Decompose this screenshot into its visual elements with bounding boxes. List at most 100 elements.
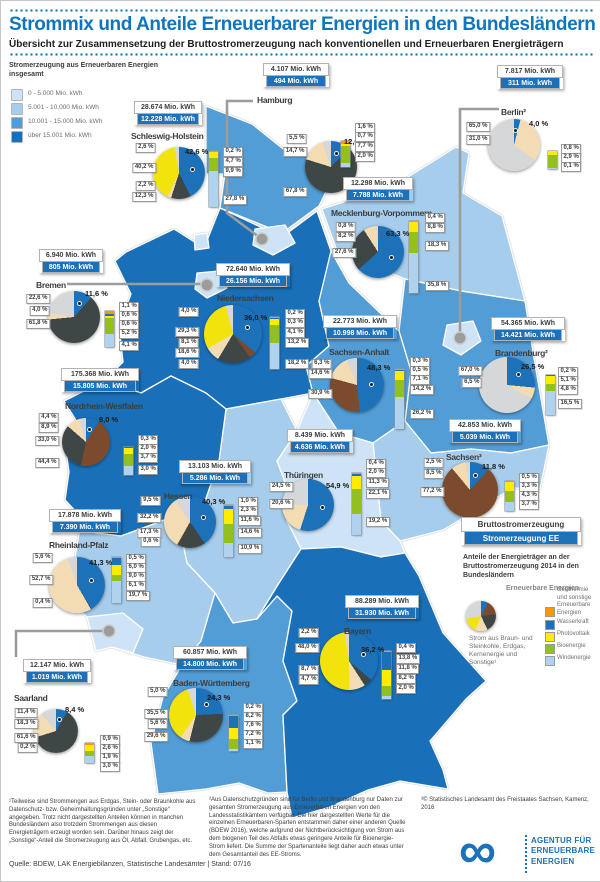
ee-bar-label-rheinland-pfalz-3: 6,1 %	[126, 581, 147, 591]
ee-share-label-thueringen: 54,9 %	[326, 481, 350, 490]
ee-bar-segment-sachsen-photovoltaik	[505, 482, 514, 491]
legend-label-1: 5.001 - 10.000 Mio. kWh	[28, 104, 99, 111]
total-generation-sachsen: 42.853 Mio. kWh	[449, 419, 521, 432]
value-boxes-nordrhein-westfalen: 175.368 Mio. kWh 15.805 Mio. kWh	[61, 368, 139, 392]
ee-share-label-baden-wuerttemberg: 24,3 %	[207, 693, 231, 702]
ee-bar-segment-baden-wuerttemberg-sonstige_ee	[229, 715, 238, 716]
ee-bar-segment-brandenburg-wasserkraft	[546, 375, 555, 376]
subtitle-dotted-rule	[9, 53, 593, 56]
value-boxes-niedersachsen: 72.640 Mio. kWh 26.156 Mio. kWh	[216, 263, 290, 287]
pie-label-nordrhein-westfalen-2: 33,0 %	[35, 436, 59, 446]
pie-sachsen	[442, 462, 498, 518]
ee-bar-label-sachsen-anhalt-4: 26,2 %	[410, 409, 434, 419]
ee-generation-hessen: 5.286 Mio. kWh	[182, 473, 248, 484]
footnote-1: ¹Teilweise sind Strommengen aus Erdgas, …	[9, 799, 196, 844]
pie-label-niedersachsen-3: 18,6 %	[175, 348, 199, 358]
ee-share-label-hessen: 40,3 %	[202, 497, 226, 506]
ee-bar-segment-brandenburg-photovoltaik	[546, 375, 555, 384]
total-generation-bayern: 88.289 Mio. kWh	[345, 595, 419, 608]
ee-bar-label-thueringen-4: 19,2 %	[366, 517, 390, 527]
total-generation-rheinland-pfalz: 17.878 Mio. kWh	[49, 509, 121, 522]
ee-bar-segment-hessen-sonstige_ee	[224, 505, 233, 507]
leader-dot-hamburg	[255, 232, 269, 246]
pie-label-saarland-2: 61,6 %	[14, 733, 38, 743]
ee-bar-segment-schleswig-holstein-photovoltaik	[209, 151, 218, 159]
ee-bar-segment-saarland-windenergie	[85, 755, 94, 763]
page-subtitle: Übersicht zur Zusammensetzung der Brutto…	[9, 39, 564, 50]
pie-label-mecklenburg-vorpommern-0: 0,8 %	[335, 222, 356, 232]
ee-bar-hessen	[224, 505, 233, 557]
ee-bar-thueringen	[352, 473, 361, 535]
ee-bar-label-hessen-1: 2,3 %	[238, 506, 259, 516]
ee-bar-label-sachsen-3: 3,7 %	[519, 500, 540, 510]
pie-ee-marker-berlin	[514, 129, 518, 133]
legend-swatch-1	[11, 103, 23, 115]
pie-brandenburg	[479, 357, 535, 413]
ee-bar-segment-bremen-windenergie	[105, 334, 114, 347]
ee-bar-label-thueringen-2: 11,3 %	[366, 478, 390, 488]
panel-box-ee: Stromerzeugung EE	[464, 532, 578, 545]
value-boxes-berlin: 7.817 Mio. kWh 311 Mio. kWh	[497, 65, 563, 89]
logo-divider	[525, 835, 527, 873]
value-boxes-sachsen: 42.853 Mio. kWh 5.039 Mio. kWh	[449, 419, 521, 443]
pie-nordrhein-westfalen	[62, 418, 110, 466]
ee-bar-segment-schleswig-holstein-sonstige_ee	[209, 151, 218, 152]
pie-label-niedersachsen-4: 4,0 %	[178, 359, 199, 369]
pie-label-hessen-0: 9,5 %	[140, 496, 161, 506]
ee-generation-sachsen: 5.039 Mio. kWh	[452, 432, 518, 443]
ee-generation-berlin: 311 Mio. kWh	[500, 78, 560, 89]
ee-generation-hamburg: 494 Mio. kWh	[266, 76, 326, 87]
ee-bar-mecklenburg-vorpommern	[409, 221, 418, 293]
value-boxes-bayern: 88.289 Mio. kWh 31.930 Mio. kWh	[345, 595, 419, 619]
ee-bar-segment-berlin-windenergie	[548, 168, 557, 169]
ee-bar-segment-bremen-bioenergie	[105, 318, 114, 335]
value-boxes-rheinland-pfalz: 17.878 Mio. kWh 7.390 Mio. kWh	[49, 509, 121, 533]
footnote-2: ²Aus Datenschutzgründen sind für Berlin …	[209, 797, 406, 858]
panel-box-total: Bruttostromerzeugung	[461, 517, 581, 532]
ee-bar-label-schleswig-holstein-2: 9,9 %	[223, 167, 244, 177]
total-generation-berlin: 7.817 Mio. kWh	[497, 65, 563, 78]
ee-generation-thueringen: 4.636 Mio. kWh	[290, 442, 350, 453]
panel-ee-label-wasserkraft: Wasserkraft	[557, 619, 589, 625]
panel-ee-swatch-bioenergie	[545, 644, 555, 654]
total-generation-saarland: 12.147 Mio. kWh	[23, 659, 91, 672]
total-generation-brandenburg: 54.365 Mio. kWh	[491, 317, 565, 330]
ee-bar-label-schleswig-holstein-3: 27,8 %	[223, 195, 247, 205]
pie-label-niedersachsen-1: 29,3 %	[175, 327, 199, 337]
ee-share-label-brandenburg: 26,5 %	[521, 362, 545, 371]
ee-bar-segment-bayern-bioenergie	[382, 685, 391, 697]
pie-label-berlin-0: 65,0 %	[466, 122, 490, 132]
aee-logo-text: AGENTUR FÜR ERNEUERBARE ENERGIEN	[531, 836, 595, 866]
pie-ee-marker-hamburg	[334, 152, 338, 156]
pie-label-bremen-0: 22,6 %	[26, 294, 50, 304]
ee-share-label-nordrhein-westfalen: 9,0 %	[99, 415, 119, 424]
ee-bar-segment-brandenburg-bioenergie	[546, 383, 555, 391]
pie-label-bayern-2: 8,7 %	[298, 665, 319, 675]
state-name-rheinland-pfalz: Rheinland-Pfalz	[49, 540, 109, 550]
state-name-nordrhein-westfalen: Nordrhein-Westfalen	[65, 401, 143, 411]
ee-bar-segment-berlin-bioenergie	[548, 154, 557, 169]
value-boxes-schleswig-holstein: 28.674 Mio. kWh 12.228 Mio. kWh	[134, 101, 202, 125]
ee-bar-segment-hamburg-photovoltaik	[341, 144, 350, 146]
pie-label-saarland-3: 0,2 %	[17, 743, 38, 753]
ee-bar-segment-sachsen-anhalt-sonstige_ee	[395, 369, 404, 370]
ee-bar-segment-niedersachsen-wasserkraft	[270, 317, 279, 319]
state-name-mecklenburg-vorpommern: Mecklenburg-Vorpommern	[331, 208, 432, 218]
ee-bar-label-niedersachsen-2: 4,1 %	[285, 328, 306, 338]
pie-ee-marker-sachsen-anhalt	[370, 382, 374, 386]
ee-bar-segment-baden-wuerttemberg-photovoltaik	[229, 727, 238, 739]
ee-generation-baden-wuerttemberg: 14.800 Mio. kWh	[176, 659, 244, 670]
state-name-hamburg: Hamburg	[257, 95, 293, 105]
state-name-niedersachsen: Niedersachsen	[217, 293, 274, 303]
pie-label-saarland-0: 11,4 %	[14, 708, 38, 718]
ee-generation-niedersachsen: 26.156 Mio. kWh	[219, 276, 287, 287]
total-generation-sachsen-anhalt: 22.773 Mio. kWh	[323, 315, 397, 328]
ee-generation-bayern: 31.930 Mio. kWh	[348, 608, 416, 619]
ee-bar-label-bayern-3: 8,2 %	[396, 674, 417, 684]
ee-bar-segment-sachsen-anhalt-bioenergie	[395, 379, 404, 397]
ee-bar-segment-nordrhein-westfalen-photovoltaik	[124, 448, 133, 455]
ee-bar-segment-rheinland-pfalz-sonstige_ee	[112, 557, 121, 558]
panel-ee-label-photovoltaik: Photovoltaik	[557, 631, 590, 637]
pie-label-berlin-1: 31,0 %	[466, 135, 490, 145]
ee-bar-label-bayern-0: 0,4 %	[396, 643, 417, 653]
